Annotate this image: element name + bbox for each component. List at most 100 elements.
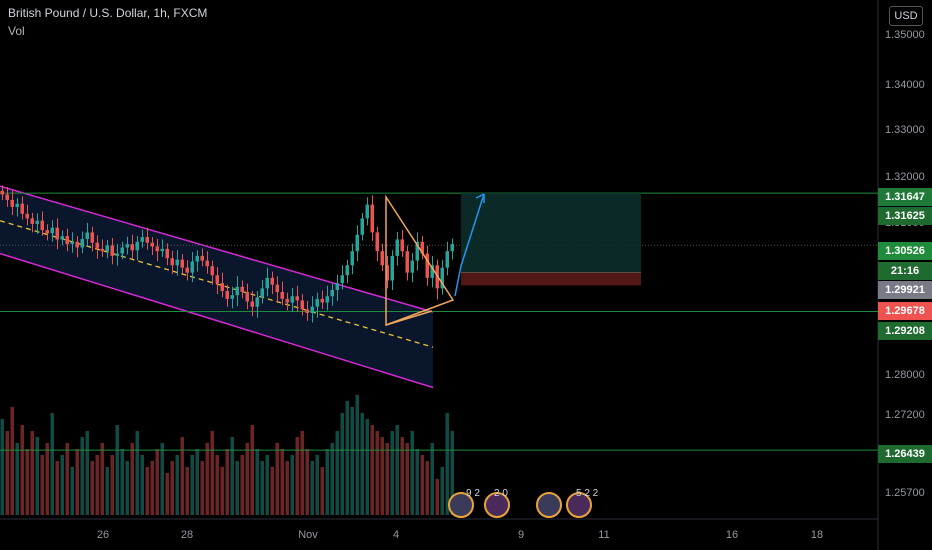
price-badge: 21:16 [878,262,932,280]
candle-body [10,200,14,207]
volume-bar [150,461,154,515]
volume-bar [20,425,24,515]
candle-body [20,203,24,214]
candle-body [350,251,354,266]
currency-button[interactable]: USD [889,6,923,26]
candle-body [100,248,104,252]
volume-bar [430,443,434,515]
volume-bar [55,461,59,515]
volume-bar [100,443,104,515]
volume-bar [285,461,289,515]
volume-bar [325,449,329,515]
volume-bar [345,401,349,515]
candle-body [85,232,89,239]
volume-bar [230,437,234,515]
volume-bar [415,449,419,515]
candle-body [375,232,379,252]
volume-bar [65,443,69,515]
volume-bar [310,461,314,515]
volume-bar [305,449,309,515]
volume-bar [220,467,224,515]
candle-body [180,259,184,268]
volume-bar [435,479,439,515]
volume-bar [85,431,89,515]
volume-bar [30,431,34,515]
candle-body [55,227,59,240]
candle-body [115,253,119,256]
volume-bar [110,455,114,515]
symbol-title[interactable]: British Pound / U.S. Dollar, 1h, FXCM [8,6,208,20]
candle-body [415,241,419,261]
volume-bar [175,455,179,515]
volume-bar [385,443,389,515]
candle-body [335,283,339,290]
volume-indicator-label[interactable]: Vol [8,24,25,38]
candle-body [45,230,49,234]
volume-bar [0,419,4,515]
volume-bar [135,431,139,515]
volume-bar [210,431,214,515]
gb-flag-icon [566,492,592,518]
price-tick-label: 1.34000 [885,79,925,91]
candle-body [325,296,329,303]
candle-body [285,298,289,303]
candle-body [140,237,144,242]
candle-body [445,251,449,268]
candle-body [125,244,129,248]
volume-bar [205,443,209,515]
volume-bar [320,467,324,515]
volume-bar [115,425,119,515]
price-badge: 1.29678 [878,302,932,320]
candle-body [0,190,4,195]
candle-body [175,259,179,266]
candle-body [40,220,44,231]
volume-bar [95,455,99,515]
volume-bar [180,437,184,515]
price-badge: 1.29921 [878,281,932,299]
volume-bar [155,449,159,515]
candle-body [320,298,324,303]
candle-body [345,265,349,276]
volume-bar [240,455,244,515]
candle-body [160,248,164,252]
price-badge: 1.31625 [878,207,932,225]
volume-bar [350,407,354,515]
volume-bar [395,425,399,515]
price-tick-label: 1.27200 [885,409,925,421]
candle-body [170,258,174,266]
candle-body [275,284,279,293]
candle-body [95,242,99,249]
volume-bar [280,449,284,515]
volume-bar [420,455,424,515]
arrow-head-icon [475,193,485,203]
candle-body [400,239,404,252]
candle-body [150,242,154,247]
candle-body [225,291,229,299]
candle-body [450,244,454,252]
event-us-2[interactable]: 5 2 2 [536,488,608,518]
volume-bar [5,431,9,515]
volume-bar [170,461,174,515]
volume-bar [270,467,274,515]
volume-bar [450,431,454,515]
us-flag-icon [536,492,562,518]
volume-bar [390,431,394,515]
volume-bar [200,461,204,515]
candle-body [5,194,9,200]
candle-body [155,246,159,252]
volume-bar [50,413,54,515]
us-flag-icon [448,492,474,518]
candle-body [425,253,429,278]
volume-bar [105,467,109,515]
volume-bar [75,449,79,515]
candle-body [50,227,54,234]
candle-body [360,218,364,235]
volume-bar [145,467,149,515]
event-us-1[interactable]: 9 2 [448,488,488,518]
price-badge: 1.26439 [878,445,932,463]
volume-bar [90,461,94,515]
volume-bar [405,443,409,515]
event-gb-1[interactable]: 2 0 [484,488,524,518]
triangle-pattern [385,194,455,327]
